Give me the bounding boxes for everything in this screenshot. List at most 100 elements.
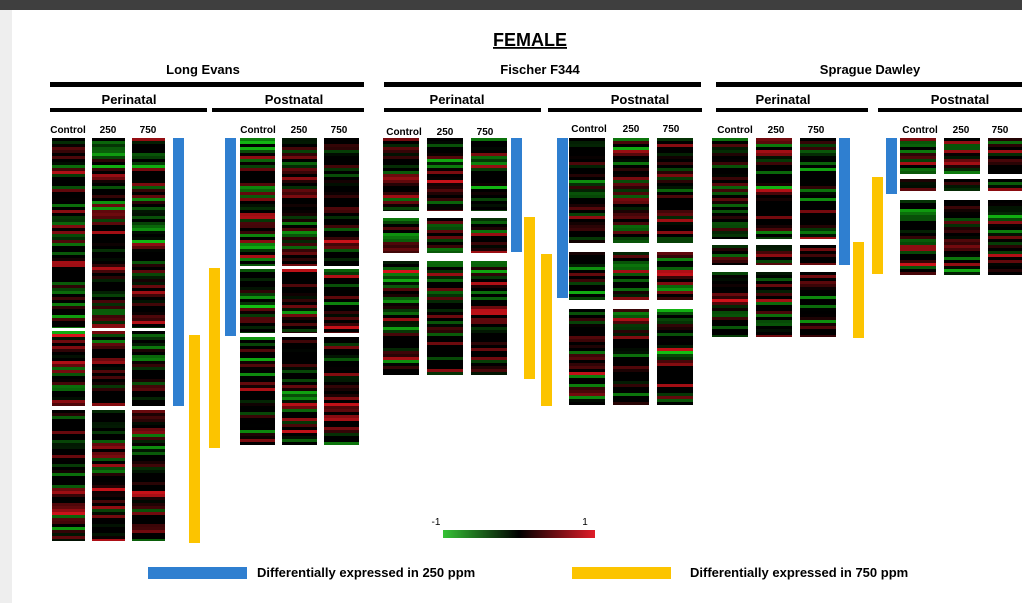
- heatmap-row: [944, 165, 980, 168]
- heatmap-row: [324, 367, 359, 370]
- heatmap-row: [52, 500, 85, 503]
- heatmap-row: [471, 330, 507, 333]
- heatmap-row: [657, 189, 693, 192]
- heatmap-row: [712, 275, 748, 278]
- strain-label-sprague-dawley: Sprague Dawley: [820, 62, 921, 77]
- heatmap-row: [282, 177, 317, 180]
- heatmap-row: [52, 318, 85, 321]
- heatmap-row: [132, 428, 165, 431]
- heatmap-row: [471, 204, 507, 207]
- heatmap-row: [383, 282, 419, 285]
- heatmap-row: [132, 138, 165, 141]
- scale-max-label: 1: [582, 517, 588, 528]
- heatmap-row: [92, 204, 125, 207]
- heatmap-row: [712, 234, 748, 237]
- heatmap-row: [471, 221, 507, 224]
- heatmap-row: [52, 204, 85, 207]
- heatmap-row: [569, 354, 605, 357]
- heatmap-row: [988, 182, 1022, 185]
- heatmap-row: [427, 189, 463, 192]
- heatmap-row: [282, 186, 317, 189]
- heatmap-row: [900, 182, 936, 185]
- heatmap-row: [92, 331, 125, 334]
- heatmap-row: [282, 391, 317, 394]
- heatmap-row: [988, 251, 1022, 254]
- heatmap-row: [900, 171, 936, 174]
- heatmap-row: [282, 409, 317, 412]
- heatmap-row: [324, 174, 359, 177]
- heatmap-row: [383, 207, 419, 210]
- heatmap-row: [613, 366, 649, 369]
- heatmap-row: [756, 248, 792, 251]
- heatmap-row: [569, 192, 605, 195]
- heatmap-row: [324, 237, 359, 240]
- heatmap-row: [132, 237, 165, 240]
- heatmap-row: [92, 327, 125, 328]
- heatmap-row: [657, 210, 693, 213]
- heatmap-row: [92, 343, 125, 346]
- heatmap-row: [944, 266, 980, 269]
- heatmap-row: [569, 366, 605, 369]
- heatmap-row: [569, 183, 605, 186]
- heatmap-row: [944, 156, 980, 159]
- heatmap-row: [613, 354, 649, 357]
- col-label-le-post-250: 250: [291, 125, 308, 136]
- heatmap-row: [471, 273, 507, 276]
- heatmap-row: [240, 373, 275, 376]
- heatmap-row: [282, 436, 317, 439]
- heatmap-row: [132, 327, 165, 328]
- heatmap-row: [132, 382, 165, 385]
- heatmap-row: [944, 248, 980, 251]
- heatmap-row: [427, 324, 463, 327]
- heatmap-row: [657, 285, 693, 288]
- heatmap-row: [52, 367, 85, 370]
- bar-250-le-perinatal: [173, 138, 184, 406]
- heatmap-row: [324, 302, 359, 305]
- heatmap-row: [613, 330, 649, 333]
- heatmap-row: [471, 321, 507, 324]
- heatmap-row: [92, 533, 125, 536]
- heatmap-row: [92, 370, 125, 373]
- heatmap-row: [800, 144, 836, 147]
- heatmap-row: [569, 228, 605, 231]
- heatmap-row: [324, 406, 359, 409]
- heatmap-row: [657, 351, 693, 354]
- heatmap-row: [712, 335, 748, 337]
- heatmap-row: [800, 308, 836, 311]
- heatmap-row: [92, 159, 125, 162]
- heatmap-row: [324, 287, 359, 290]
- heatmap-row: [52, 291, 85, 294]
- heatmap-row: [712, 260, 748, 263]
- heatmap-row: [383, 239, 419, 242]
- heatmap-row: [92, 258, 125, 261]
- heatmap-row: [282, 397, 317, 400]
- heatmap-row: [282, 264, 317, 266]
- heatmap-row: [240, 204, 275, 207]
- heatmap-row: [383, 204, 419, 207]
- heatmap-row: [282, 234, 317, 237]
- heatmap-row: [92, 452, 125, 455]
- heatmap-row: [282, 403, 317, 406]
- heatmap-row: [132, 276, 165, 279]
- heatmap-row: [657, 180, 693, 183]
- heatmap-row: [132, 379, 165, 382]
- heatmap-row: [92, 309, 125, 312]
- heatmap-row: [383, 300, 419, 303]
- heatmap-row: [471, 230, 507, 233]
- heatmap-row: [240, 153, 275, 156]
- heatmap-row: [240, 424, 275, 427]
- heatmap-row: [52, 503, 85, 506]
- heatmap-row: [471, 267, 507, 270]
- heatmap-row: [800, 225, 836, 228]
- heatmap-row: [383, 276, 419, 279]
- heatmap-row: [324, 243, 359, 246]
- heatmap-row: [613, 318, 649, 321]
- heatmap-row: [944, 242, 980, 245]
- heatmap-row: [657, 339, 693, 342]
- col-label-sd-post-control: Control: [902, 125, 938, 136]
- heatmap-row: [324, 216, 359, 219]
- heatmap-row: [657, 360, 693, 363]
- heatmap-row: [282, 153, 317, 156]
- heatmap-row: [240, 320, 275, 323]
- heatmap-row: [613, 294, 649, 297]
